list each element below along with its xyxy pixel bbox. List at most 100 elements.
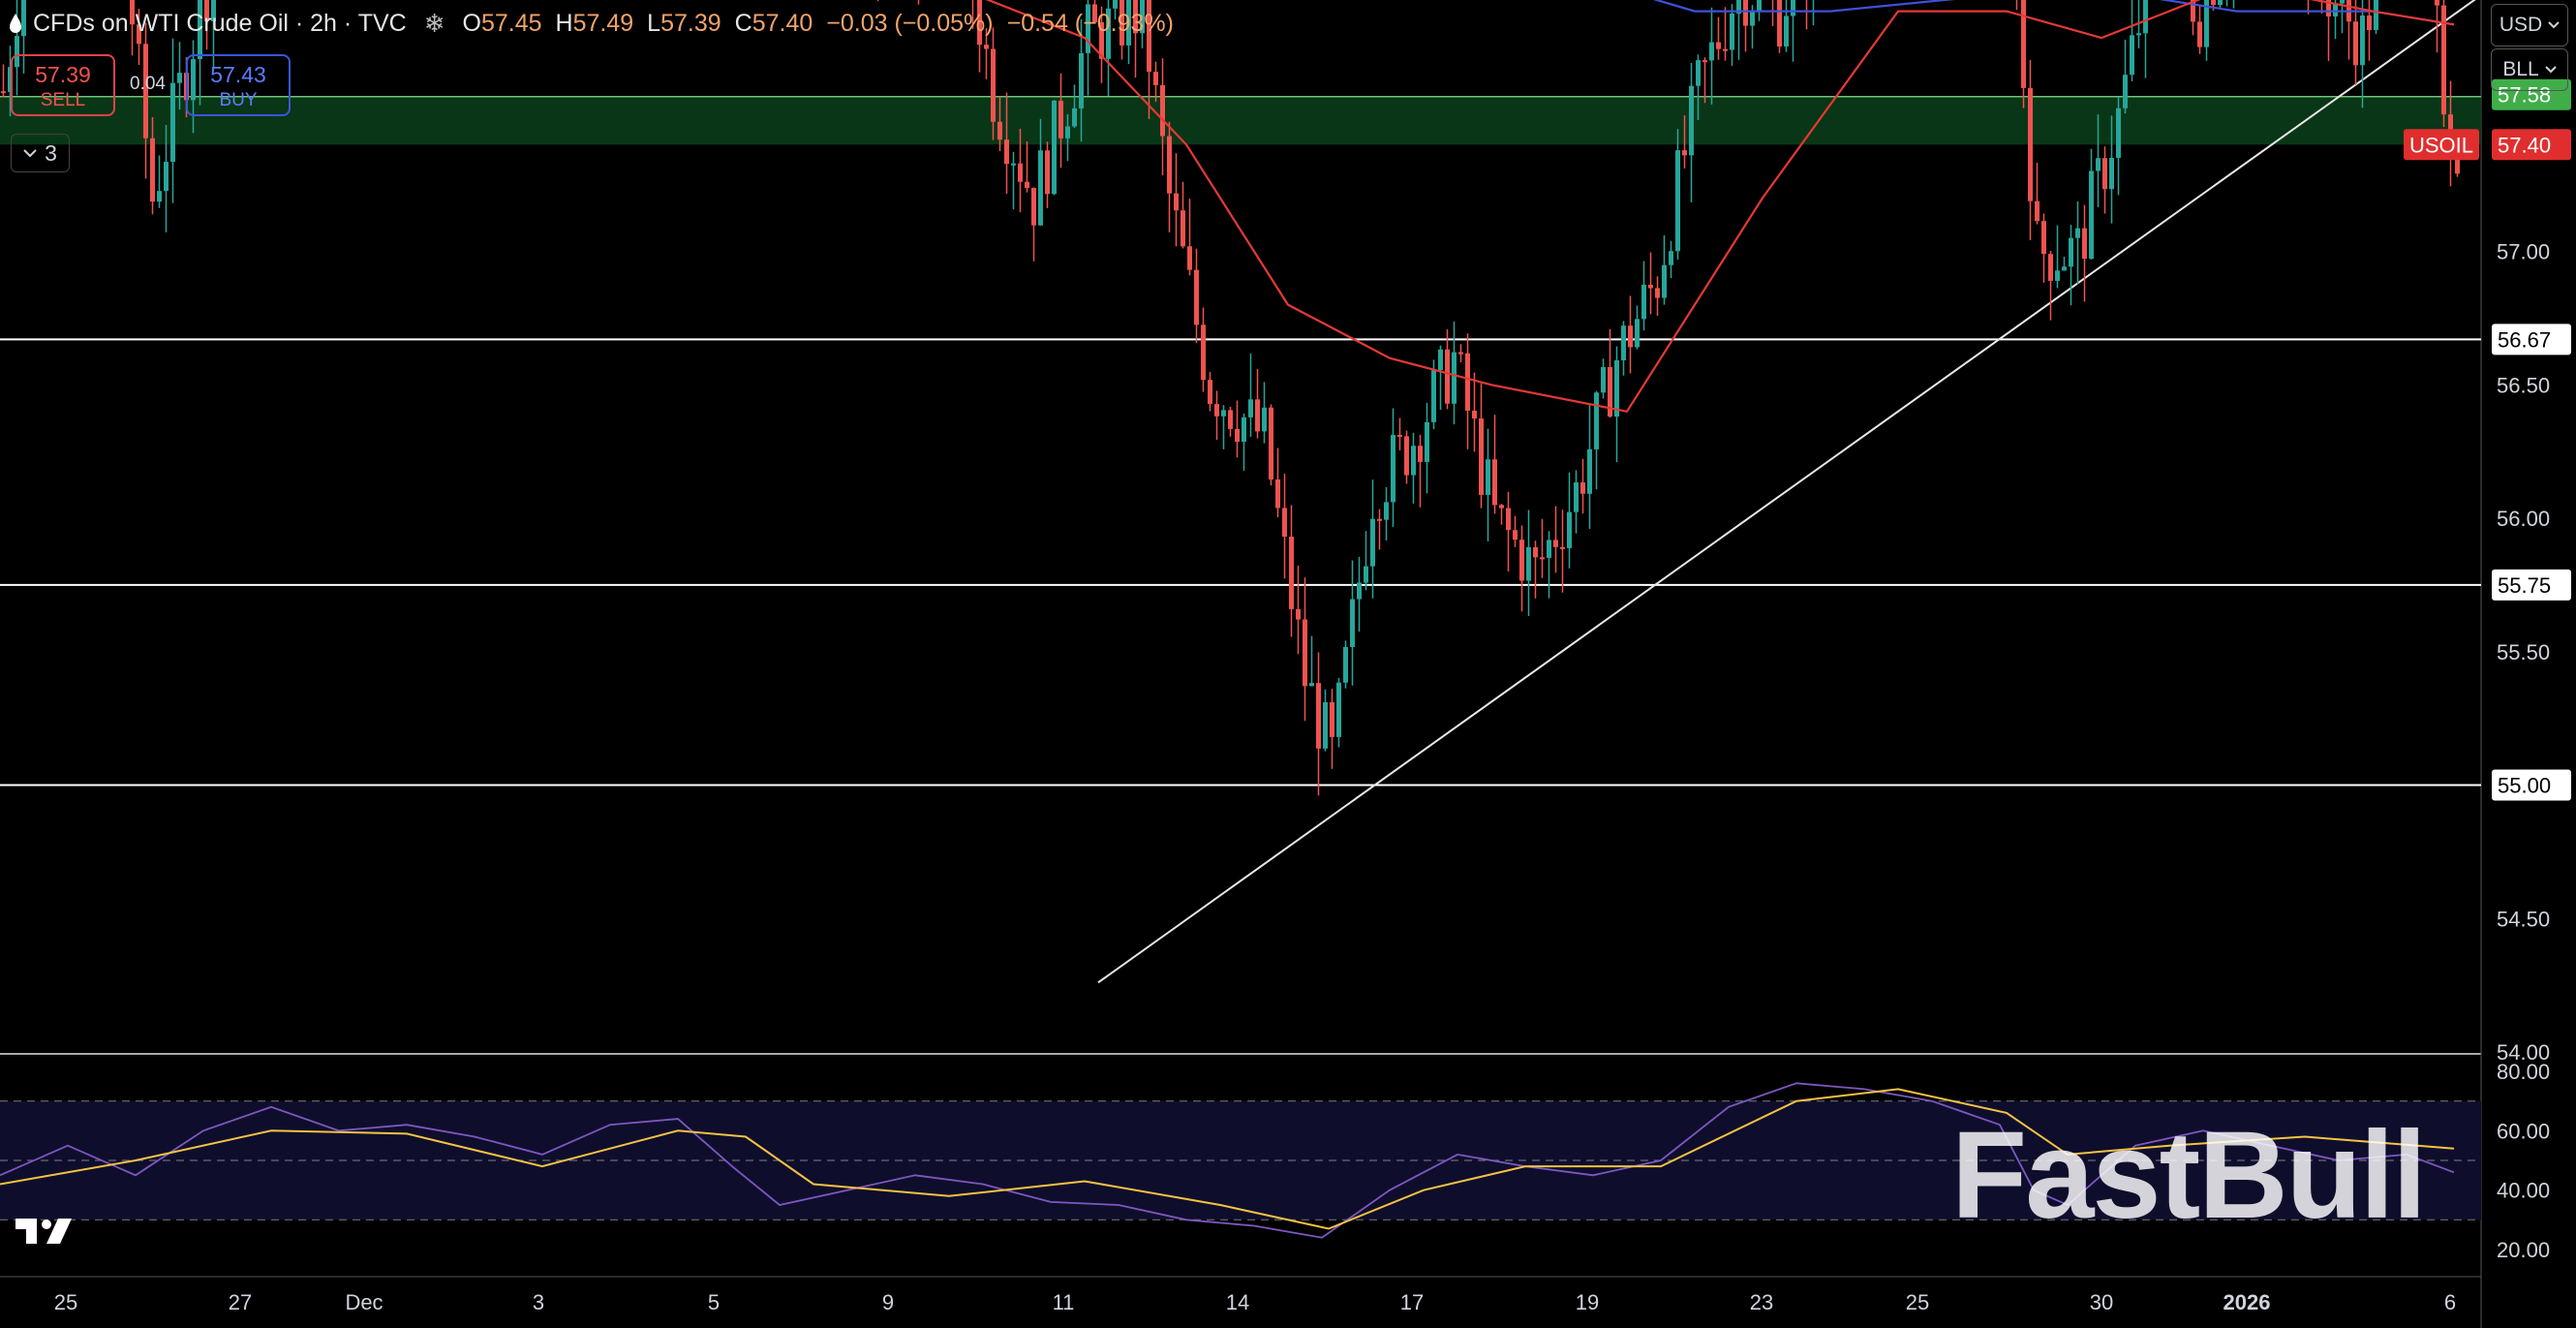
zone-tag <box>2492 78 2571 110</box>
candle <box>191 59 196 101</box>
candle <box>1723 48 1728 51</box>
candle <box>1092 4 1097 22</box>
low-value: 57.39 <box>660 9 721 37</box>
time-tick-label: 23 <box>1750 1290 1773 1314</box>
candle <box>2143 0 2148 34</box>
price-tick-label: 56.50 <box>2497 373 2550 397</box>
level-tag-label: 56.67 <box>2498 327 2551 352</box>
candle <box>1214 404 1219 417</box>
candle <box>1303 619 1307 687</box>
candle <box>1431 370 1436 422</box>
candle <box>1221 410 1226 417</box>
rsi-tick-label: 20.00 <box>2497 1238 2550 1262</box>
candle <box>1350 599 1355 647</box>
sell-button[interactable]: 57.39 SELL <box>11 54 115 116</box>
candle <box>1784 15 1789 46</box>
candle <box>1181 210 1185 247</box>
candle <box>1594 392 1599 449</box>
candle <box>1031 188 1036 226</box>
candle <box>1526 546 1531 581</box>
candle <box>2441 5 2446 115</box>
time-tick-label: 3 <box>533 1290 544 1314</box>
unit-select[interactable]: BLL <box>2491 48 2568 91</box>
candle <box>1248 399 1253 417</box>
price-tick-label: 54.50 <box>2497 907 2550 931</box>
candle <box>1438 349 1443 371</box>
candle <box>1242 417 1246 443</box>
candle <box>2367 15 2372 31</box>
candle <box>137 24 141 45</box>
watermark-logo: FastBull <box>1951 1106 2427 1245</box>
candle <box>1384 502 1389 520</box>
time-tick-label: 11 <box>1053 1290 1075 1314</box>
candle <box>1079 52 1084 108</box>
candle <box>1119 0 1124 46</box>
candle <box>1058 100 1063 139</box>
candle <box>1235 428 1240 443</box>
candle <box>1736 0 1741 14</box>
candle <box>1343 646 1348 683</box>
candle <box>1126 0 1131 46</box>
candle <box>15 36 19 68</box>
candle <box>1628 325 1633 348</box>
time-tick-label: 25 <box>54 1290 77 1314</box>
symbol-title[interactable]: CFDs on WTI Crude Oil · 2h · TVC <box>33 9 407 37</box>
candle <box>1262 407 1267 432</box>
tradingview-logo-icon[interactable] <box>15 1219 77 1246</box>
candle <box>1133 0 1138 34</box>
chevron-down-icon <box>2544 66 2557 74</box>
candle <box>1153 72 1158 85</box>
candles <box>1 0 2460 796</box>
candle <box>1364 566 1368 583</box>
candle <box>1330 701 1334 737</box>
snowflake-icon[interactable]: ❄ <box>423 8 445 38</box>
candle <box>1486 459 1490 495</box>
candle <box>1425 421 1429 462</box>
time-tick-label: 30 <box>2090 1290 2113 1314</box>
last-price-tag <box>2492 129 2571 161</box>
candle <box>1289 537 1294 609</box>
candle <box>143 44 148 139</box>
candle <box>1689 85 1694 156</box>
support-zone <box>0 96 2481 145</box>
time-tick-label: 5 <box>708 1290 720 1314</box>
candle <box>2048 254 2053 281</box>
price-tick-label: 55.50 <box>2497 640 2550 664</box>
buy-price: 57.43 <box>210 62 266 87</box>
candle <box>1 91 6 94</box>
spread-value: 0.04 <box>130 74 166 94</box>
chevron-down-icon <box>23 149 37 158</box>
candle <box>1065 126 1070 139</box>
indicators-toggle[interactable]: 3 <box>11 134 70 172</box>
candle <box>1730 13 1734 50</box>
candle <box>1275 479 1280 509</box>
candle <box>1391 434 1395 503</box>
candle <box>1099 21 1104 59</box>
level-tag <box>2492 324 2571 355</box>
candle <box>1445 349 1450 404</box>
trendline[interactable] <box>1097 0 2481 984</box>
candle <box>1533 546 1538 558</box>
candle <box>1587 448 1592 494</box>
buy-button[interactable]: 57.43 BUY <box>186 54 291 116</box>
rsi-ma-line <box>0 1088 2455 1230</box>
chevron-down-icon <box>2548 21 2560 29</box>
candle <box>1513 530 1518 540</box>
candle <box>1621 325 1626 361</box>
currency-select[interactable]: USD <box>2491 4 2568 46</box>
time-tick-label: 25 <box>1906 1290 1929 1314</box>
chart-header: CFDs on WTI Crude Oil · 2h · TVC ❄ O 57.4… <box>8 4 1187 43</box>
close-label: C <box>734 9 752 37</box>
currency-label: USD <box>2499 14 2543 36</box>
level-tag-label: 55.00 <box>2498 774 2551 798</box>
candle <box>150 138 155 202</box>
candle <box>1519 540 1524 581</box>
candle <box>2218 0 2223 6</box>
price-tick-label: 57.00 <box>2497 240 2550 264</box>
close-value: 57.40 <box>751 9 813 37</box>
ma-slow-line <box>1652 0 2455 26</box>
candle <box>1418 446 1423 462</box>
candle <box>1777 0 1782 46</box>
candle <box>1147 0 1151 73</box>
